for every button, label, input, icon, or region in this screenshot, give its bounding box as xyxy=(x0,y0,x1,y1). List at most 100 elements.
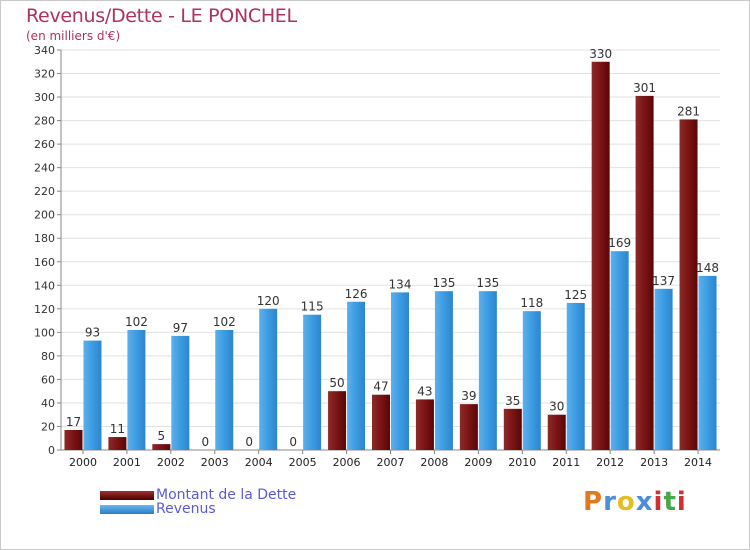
y-tick-label: 100 xyxy=(34,326,55,339)
bar-revenus xyxy=(610,251,629,450)
bar-dette xyxy=(635,95,654,450)
x-tick-label: 2006 xyxy=(333,456,361,469)
data-label-dette: 301 xyxy=(633,81,656,95)
bar-revenus xyxy=(522,311,541,450)
y-tick-label: 80 xyxy=(41,350,55,363)
chart-title: Revenus/Dette - LE PONCHEL xyxy=(26,5,297,27)
legend-swatch-dette xyxy=(100,490,154,500)
legend-item-dette: Montant de la Dette xyxy=(100,487,296,503)
y-tick-label: 40 xyxy=(41,397,55,410)
logo-letter: r xyxy=(603,487,617,517)
bar-dette xyxy=(108,437,127,450)
data-label-revenus: 135 xyxy=(432,276,455,290)
bar-revenus xyxy=(215,330,234,450)
data-label-revenus: 137 xyxy=(652,274,675,288)
data-label-revenus: 115 xyxy=(301,300,324,314)
data-label-dette: 43 xyxy=(417,384,432,398)
y-tick-label: 340 xyxy=(34,44,55,57)
bar-revenus xyxy=(347,301,366,450)
logo-letter: t xyxy=(663,487,677,517)
data-label-dette: 5 xyxy=(158,429,166,443)
bar-chart: 0 20 40 60 80 100 120 140 160 180 200 220 240 260 280 3… xyxy=(34,44,720,469)
data-label-revenus: 125 xyxy=(564,288,587,302)
x-tick-label: 2004 xyxy=(245,456,273,469)
bar-dette xyxy=(547,414,566,450)
bar-dette xyxy=(503,408,522,450)
data-label-revenus: 118 xyxy=(520,296,543,310)
x-tick-label: 2005 xyxy=(289,456,317,469)
data-label-revenus: 169 xyxy=(608,236,631,250)
data-label-dette: 0 xyxy=(289,435,297,449)
logo-letter: P xyxy=(583,487,604,517)
bar-revenus xyxy=(654,288,673,450)
bar-dette xyxy=(64,430,83,450)
bar-revenus xyxy=(478,291,497,450)
data-label-dette: 47 xyxy=(373,380,388,394)
bar-dette xyxy=(679,119,698,450)
chart-subtitle: (en milliers d'€) xyxy=(26,29,121,43)
legend-label-revenus: Revenus xyxy=(156,501,216,517)
data-label-dette: 281 xyxy=(677,104,700,118)
y-tick-label: 240 xyxy=(34,162,55,175)
data-label-dette: 50 xyxy=(329,376,344,390)
data-label-dette: 11 xyxy=(110,422,125,436)
legend-label-dette: Montant de la Dette xyxy=(156,487,297,503)
data-label-revenus: 135 xyxy=(476,276,499,290)
data-label-revenus: 148 xyxy=(696,261,719,275)
y-tick-label: 20 xyxy=(41,420,55,433)
data-label-revenus: 97 xyxy=(173,321,188,335)
bar-dette xyxy=(459,404,478,450)
data-label-dette: 330 xyxy=(589,47,612,61)
x-tick-label: 2007 xyxy=(377,456,405,469)
bar-revenus xyxy=(698,275,717,450)
logo-letter: i xyxy=(653,487,664,517)
bar-revenus xyxy=(127,330,146,450)
x-tick-label: 2010 xyxy=(508,456,536,469)
y-tick-label: 180 xyxy=(34,232,55,245)
bar-dette xyxy=(152,444,171,450)
x-tick-label: 2012 xyxy=(596,456,624,469)
legend-swatch-revenus xyxy=(100,504,154,514)
y-tick-label: 140 xyxy=(34,279,55,292)
y-tick-label: 60 xyxy=(41,373,55,386)
data-label-revenus: 120 xyxy=(257,294,280,308)
x-tick-label: 2014 xyxy=(684,456,712,469)
bar-revenus xyxy=(434,291,453,450)
logo-letter: x xyxy=(635,487,654,517)
y-tick-label: 160 xyxy=(34,256,55,269)
legend-item-revenus: Revenus xyxy=(100,501,216,517)
proxiti-logo: Proxiti xyxy=(583,487,687,517)
bar-revenus xyxy=(171,335,190,450)
x-tick-label: 2009 xyxy=(464,456,492,469)
x-tick-label: 2000 xyxy=(69,456,97,469)
y-tick-label: 300 xyxy=(34,91,55,104)
data-label-revenus: 102 xyxy=(125,315,148,329)
bar-dette xyxy=(415,399,434,450)
data-label-dette: 0 xyxy=(201,435,209,449)
data-label-dette: 30 xyxy=(549,400,564,414)
y-tick-label: 320 xyxy=(34,68,55,81)
x-tick-label: 2003 xyxy=(201,456,229,469)
bar-dette xyxy=(328,391,347,450)
x-tick-label: 2002 xyxy=(157,456,185,469)
bar-revenus xyxy=(391,292,409,450)
bar-revenus xyxy=(259,308,278,450)
data-label-revenus: 102 xyxy=(213,315,236,329)
y-tick-label: 280 xyxy=(34,115,55,128)
y-tick-label: 260 xyxy=(34,138,55,151)
x-tick-label: 2001 xyxy=(113,456,141,469)
logo-letter: i xyxy=(676,487,687,517)
x-tick-label: 2013 xyxy=(640,456,668,469)
y-tick-label: 0 xyxy=(48,444,55,457)
bar-dette xyxy=(591,61,610,450)
bar-revenus xyxy=(303,314,322,450)
y-tick-label: 120 xyxy=(34,303,55,316)
data-label-dette: 17 xyxy=(66,415,81,429)
data-label-revenus: 126 xyxy=(345,287,368,301)
data-label-dette: 35 xyxy=(505,394,520,408)
data-label-dette: 0 xyxy=(245,435,253,449)
data-label-revenus: 93 xyxy=(85,326,100,340)
bar-revenus xyxy=(566,302,585,450)
data-label-dette: 39 xyxy=(461,389,476,403)
data-label-revenus: 134 xyxy=(389,277,412,291)
